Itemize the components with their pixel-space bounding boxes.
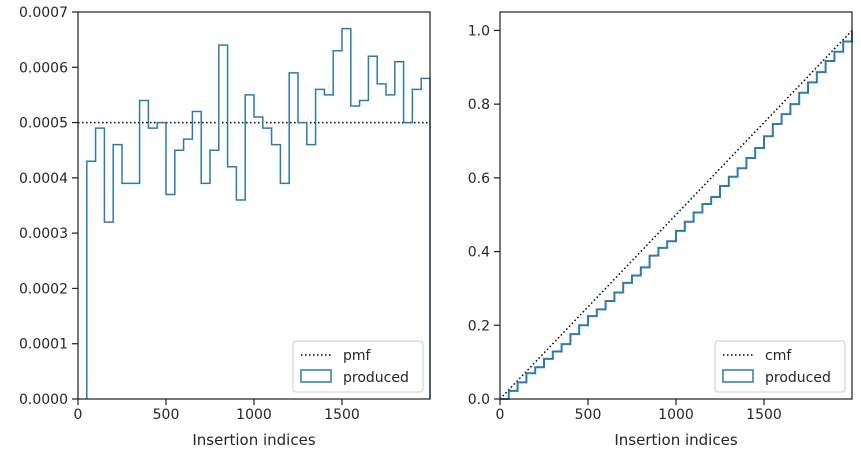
right-legend-box [714,340,846,393]
left-x-tick-label: 0 [74,407,83,423]
left-y-tick-label: 0.0002 [19,281,68,297]
right-cmf-line [499,29,853,400]
right-x-axis-label: Insertion indices [614,431,737,449]
right-y-tick-label: 1.0 [468,23,490,39]
right-chart: 0 500 1000 1500 0.0 0.2 0.4 0.6 0.8 1.0 Insertion… [468,11,853,449]
left-produced-step-path [86,27,431,399]
left-legend-produced-patch [300,369,332,383]
left-y-tick-label: 0.0000 [19,392,68,408]
left-data-layer [78,27,431,399]
left-legend: pmf produced [292,340,424,393]
right-x-tick-label: 0 [496,407,505,423]
left-ticks-layer: 0 500 1000 1500 0.0000 0.0001 0.0002 0.0003 0.00… [19,5,360,423]
left-legend-pmf-label: pmf [343,348,372,364]
left-y-tick-label: 0.0005 [19,116,68,132]
left-x-tick-label: 1000 [236,407,272,423]
left-y-tick-label: 0.0001 [19,337,68,353]
right-legend-cmf-label: cmf [765,348,792,364]
right-y-tick-label: 0.8 [468,97,490,113]
left-x-axis-label: Insertion indices [192,431,315,449]
right-y-tick-label: 0.6 [468,171,490,187]
left-x-tick-label: 1500 [324,407,360,423]
right-data-layer [499,29,853,400]
left-y-tick-label: 0.0006 [19,60,68,76]
left-y-tick-label: 0.0003 [19,226,68,242]
left-chart: 0 500 1000 1500 0.0000 0.0001 0.0002 0.0003 0.00… [19,5,431,449]
right-legend-produced-patch [722,369,754,383]
right-x-tick-label: 500 [575,407,602,423]
right-produced-cumulative-path [500,30,853,400]
right-x-tick-label: 1500 [746,407,782,423]
right-x-tick-label: 1000 [658,407,694,423]
right-ticks-layer: 0 500 1000 1500 0.0 0.2 0.4 0.6 0.8 1.0 [468,23,782,423]
left-x-tick-label: 500 [153,407,180,423]
right-y-tick-label: 0.4 [468,245,490,261]
right-y-tick-label: 0.2 [468,318,490,334]
left-y-tick-label: 0.0004 [19,171,68,187]
right-legend-produced-label: produced [765,370,831,386]
right-legend: cmf produced [714,340,846,393]
right-y-tick-label: 0.0 [468,392,490,408]
left-y-tick-label: 0.0007 [19,5,68,21]
left-legend-produced-label: produced [343,370,409,386]
left-legend-box [292,340,424,393]
